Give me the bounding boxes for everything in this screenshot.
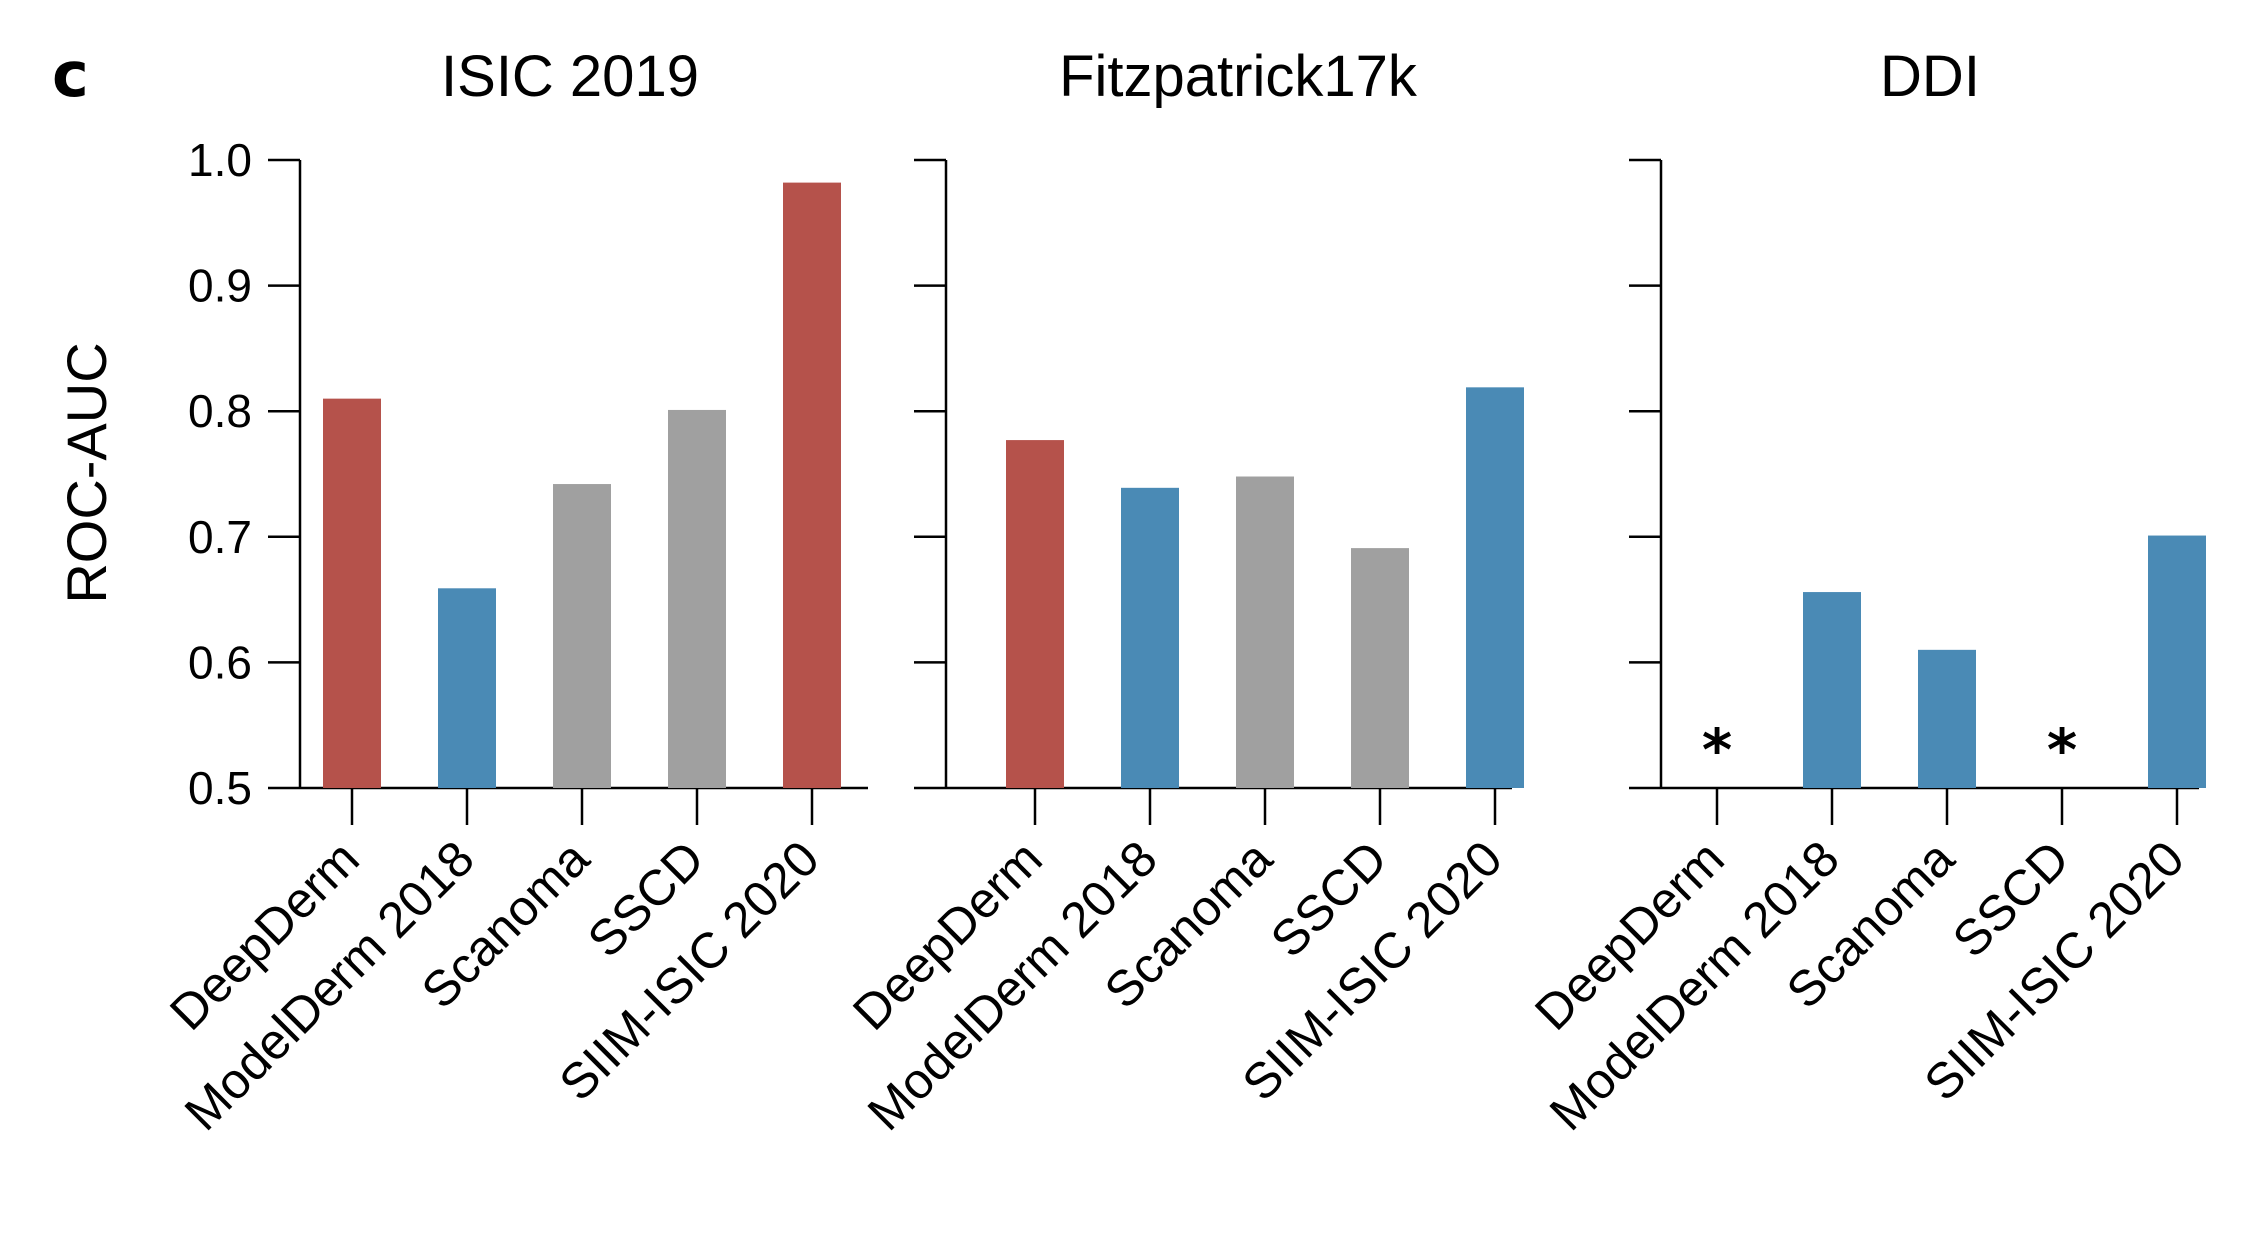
- missing-value-marker: *: [1702, 716, 1732, 784]
- y-tick-label: 0.8: [188, 385, 252, 437]
- bar: [1351, 548, 1409, 788]
- bar: [1803, 592, 1861, 788]
- bar: [553, 484, 611, 788]
- panel-letter: c: [52, 38, 89, 111]
- missing-value-marker: *: [2047, 716, 2077, 784]
- bar: [323, 398, 381, 788]
- bar: [1006, 440, 1064, 788]
- bar: [1918, 649, 1976, 788]
- y-tick-label: 0.6: [188, 636, 252, 688]
- bar: [668, 409, 726, 788]
- y-axis-label: ROC-AUC: [55, 342, 118, 603]
- bar: [1466, 387, 1524, 788]
- panel-title: Fitzpatrick17k: [1059, 44, 1418, 109]
- y-tick-label: 1.0: [188, 134, 252, 186]
- bar: [1236, 476, 1294, 788]
- panel-title: ISIC 2019: [441, 44, 699, 109]
- y-tick-label: 0.5: [188, 762, 252, 814]
- bar: [783, 182, 841, 788]
- y-tick-label: 0.7: [188, 511, 252, 563]
- y-tick-label: 0.9: [188, 260, 252, 312]
- bar: [1121, 487, 1179, 788]
- bar: [2148, 535, 2206, 788]
- panel-title: DDI: [1880, 44, 1980, 109]
- panel-1: ISIC 20190.50.60.70.80.91.0DeepDermModel…: [159, 44, 868, 1141]
- bar: [438, 588, 496, 788]
